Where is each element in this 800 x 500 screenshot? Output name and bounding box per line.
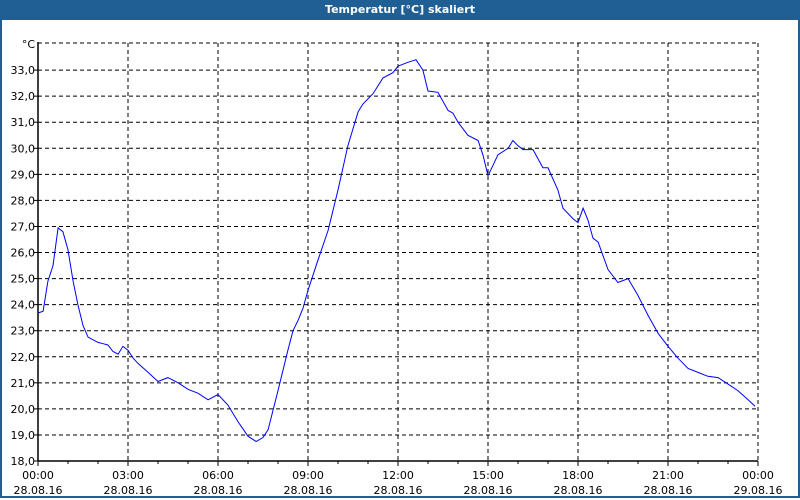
x-tick-date: 28.08.16 [104,484,153,497]
x-tick-date: 28.08.16 [194,484,243,497]
y-tick-label: 31,0 [11,116,36,129]
y-tick-label: 25,0 [11,273,36,286]
y-tick-label: 30,0 [11,142,36,155]
y-tick-label: 21,0 [11,377,36,390]
y-tick-label: 22,0 [11,351,36,364]
x-tick-time: 21:00 [652,469,684,482]
x-tick-time: 18:00 [562,469,594,482]
y-tick-label: 29,0 [11,168,36,181]
x-tick-time: 03:00 [112,469,144,482]
x-tick-date: 28.08.16 [644,484,693,497]
x-tick-time: 15:00 [472,469,504,482]
x-tick-time: 00:00 [742,469,774,482]
y-tick-label: 18,0 [11,455,36,468]
x-tick-date: 28.08.16 [464,484,513,497]
y-tick-label: 32,0 [11,90,36,103]
x-tick-date: 28.08.16 [554,484,603,497]
y-tick-label: 28,0 [11,194,36,207]
x-tick-time: 00:00 [22,469,54,482]
y-tick-label: 20,0 [11,403,36,416]
y-tick-label: 27,0 [11,220,36,233]
y-tick-label: 24,0 [11,299,36,312]
x-tick-time: 09:00 [292,469,324,482]
x-tick-date: 28.08.16 [374,484,423,497]
y-tick-label: 26,0 [11,247,36,260]
y-tick-label: 33,0 [11,64,36,77]
x-tick-date: 29.08.16 [734,484,783,497]
x-tick-date: 28.08.16 [284,484,333,497]
x-tick-time: 06:00 [202,469,234,482]
y-axis-unit: °C [22,38,36,51]
y-tick-label: 19,0 [11,429,36,442]
y-tick-label: 23,0 [11,325,36,338]
temperature-line [37,59,756,443]
x-tick-date: 28.08.16 [14,484,63,497]
window-title: Temperatur [°C] skaliert [0,0,800,20]
x-tick-time: 12:00 [382,469,414,482]
